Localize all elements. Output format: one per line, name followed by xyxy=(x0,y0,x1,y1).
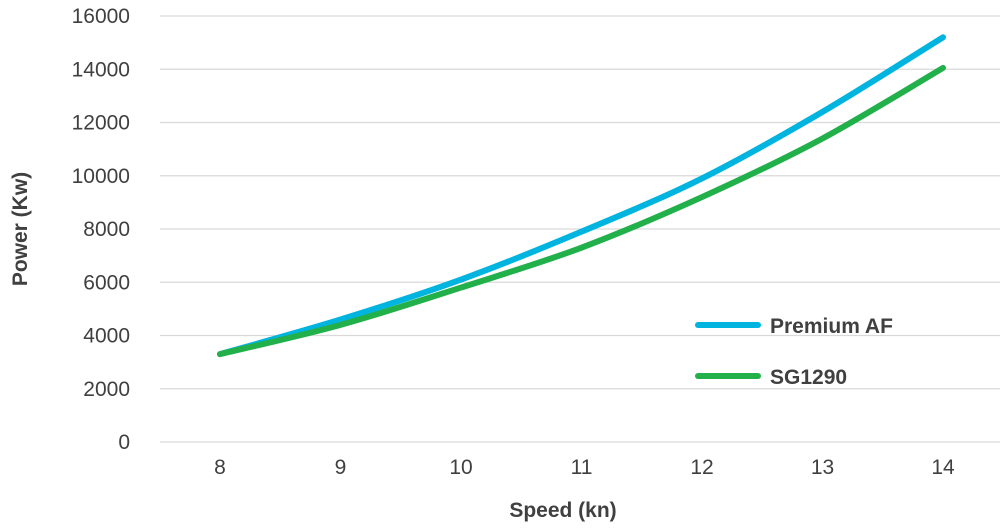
x-tick-label: 10 xyxy=(449,456,472,479)
legend-label-sg1290: SG1290 xyxy=(770,366,847,389)
y-tick-label: 10000 xyxy=(72,165,130,188)
x-tick-label: 12 xyxy=(690,456,713,479)
y-tick-label: 0 xyxy=(118,431,130,454)
x-tick-label: 14 xyxy=(931,456,955,479)
y-tick-label: 14000 xyxy=(72,58,130,81)
x-tick-label: 13 xyxy=(811,456,834,479)
x-tick-labels: 8 9 10 11 12 13 14 xyxy=(214,456,955,479)
x-tick-label: 11 xyxy=(571,456,593,479)
x-axis-title: Speed (kn) xyxy=(509,499,616,522)
y-tick-label: 12000 xyxy=(72,112,130,135)
y-tick-labels: 0 2000 4000 6000 8000 10000 12000 14000 16000 xyxy=(72,5,130,454)
y-tick-label: 8000 xyxy=(83,218,130,241)
x-tick-label: 8 xyxy=(214,456,226,479)
x-tick-label: 9 xyxy=(335,456,347,479)
y-axis-title: Power (Kw) xyxy=(9,172,32,286)
series-line-sg1290 xyxy=(217,64,946,358)
y-tick-label: 4000 xyxy=(83,325,130,348)
y-tick-label: 6000 xyxy=(83,271,130,294)
legend-label-premium-af: Premium AF xyxy=(770,315,893,338)
series-lines xyxy=(217,34,946,358)
y-tick-label: 16000 xyxy=(72,5,130,28)
series-line-premium-af xyxy=(217,34,946,358)
y-tick-label: 2000 xyxy=(83,378,130,401)
legend: Premium AF SG1290 xyxy=(695,315,893,389)
